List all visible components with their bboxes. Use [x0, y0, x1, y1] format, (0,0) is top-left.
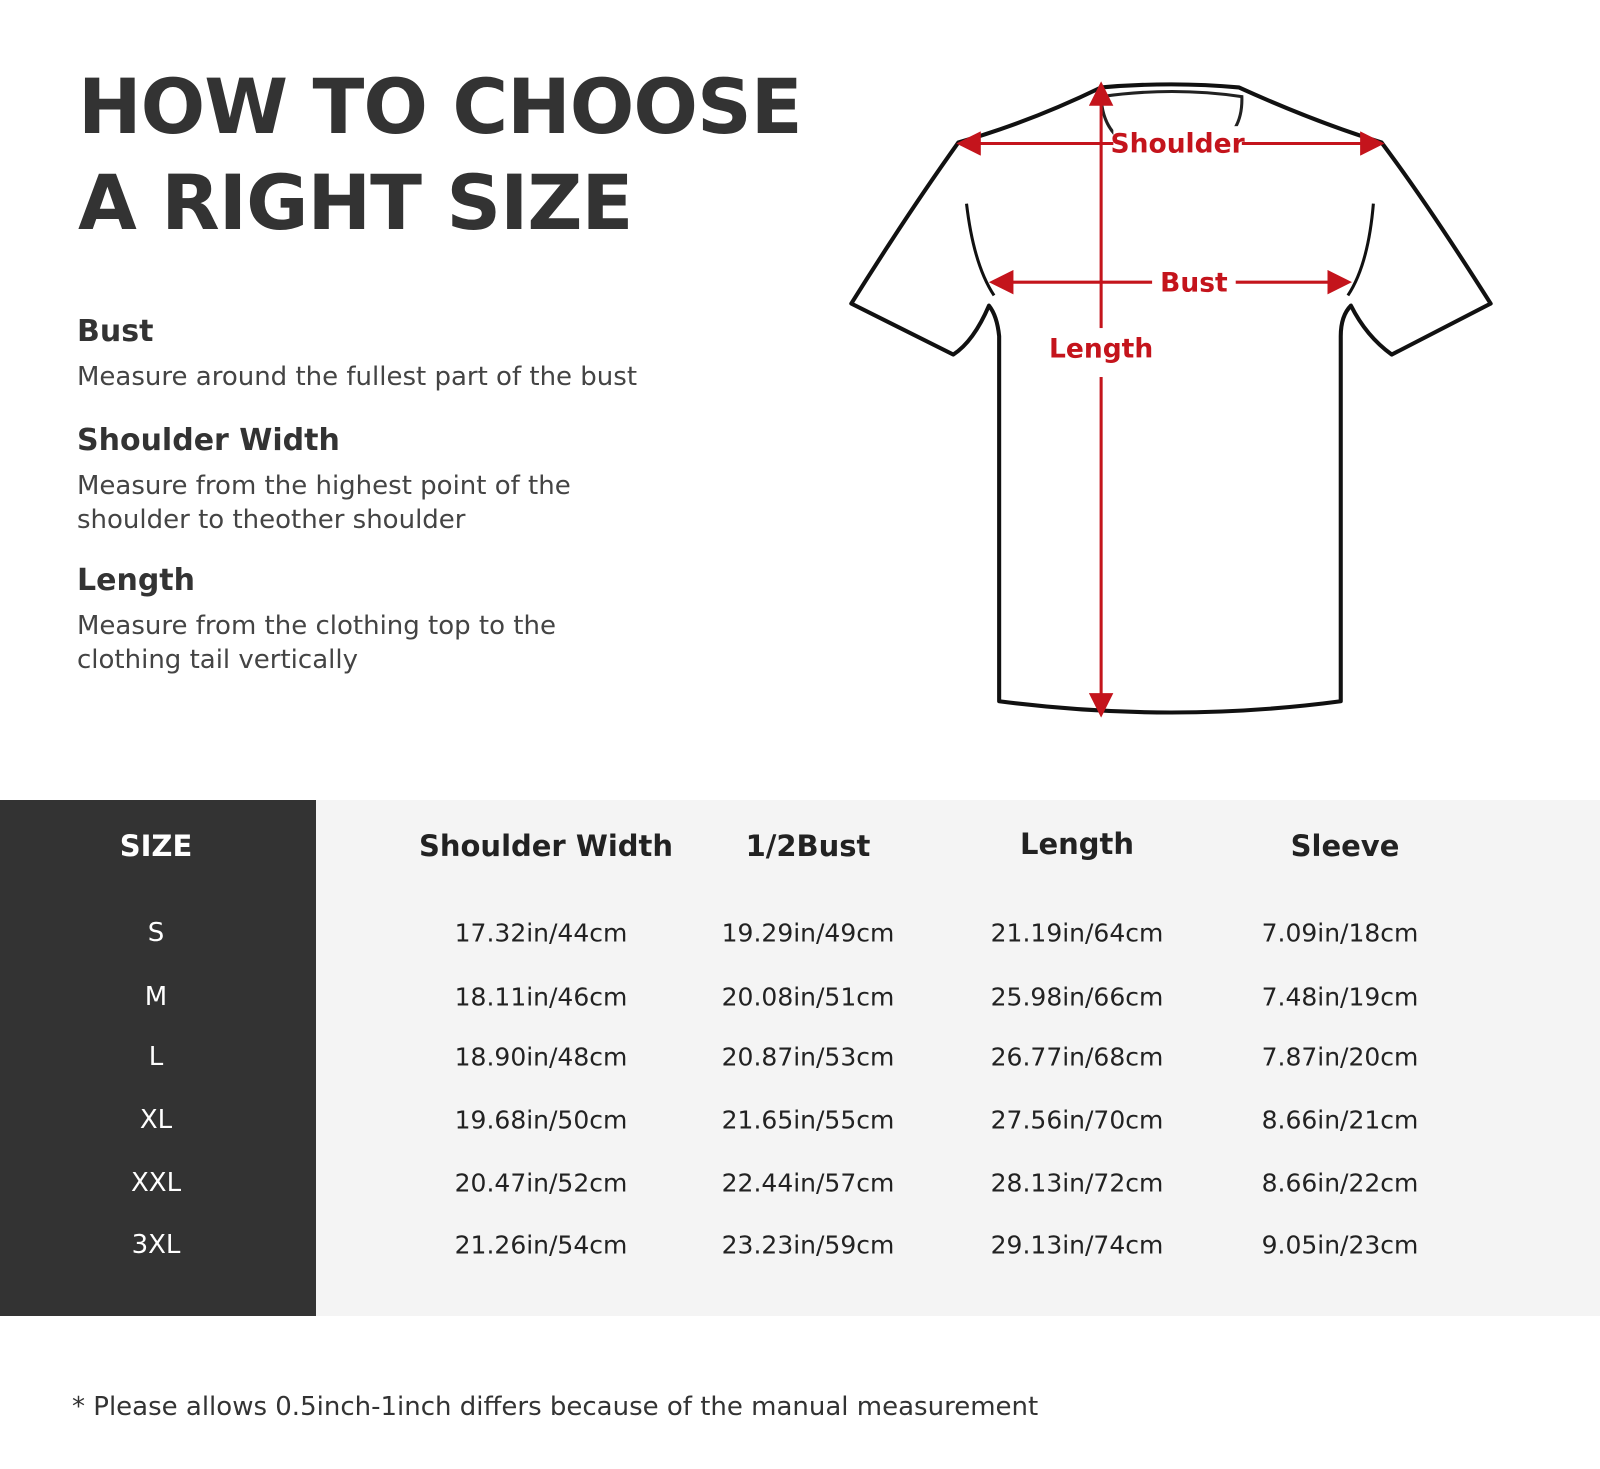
- cell-size: S: [147, 918, 165, 948]
- cell-sleeve: 7.48in/19cm: [1261, 982, 1419, 1012]
- footnote: * Please allows 0.5inch-1inch differs be…: [72, 1392, 1039, 1422]
- cell-sleeve: 8.66in/21cm: [1261, 1105, 1419, 1135]
- cell-sleeve: 7.09in/18cm: [1261, 918, 1419, 948]
- bust-heading: Bust: [77, 314, 154, 349]
- header-shoulder-width: Shoulder Width: [418, 829, 674, 863]
- cell-shoulder-width: 18.90in/48cm: [454, 1042, 628, 1072]
- cell-shoulder-width: 19.68in/50cm: [454, 1105, 628, 1135]
- cell-size: XL: [139, 1105, 173, 1135]
- cell-length: 21.19in/64cm: [990, 918, 1164, 948]
- cell-sleeve: 7.87in/20cm: [1261, 1042, 1419, 1072]
- header-sleeve: Sleeve: [1290, 829, 1400, 863]
- tshirt-outline: [849, 82, 1493, 715]
- cell-size: 3XL: [131, 1230, 181, 1260]
- length-description-1: Measure from the clothing top to the: [77, 611, 556, 641]
- cell-half-bust: 20.08in/51cm: [721, 982, 895, 1012]
- shoulder-description-2: shoulder to theother shoulder: [77, 505, 466, 535]
- cell-half-bust: 21.65in/55cm: [721, 1105, 895, 1135]
- cell-half-bust: 19.29in/49cm: [721, 918, 895, 948]
- cell-length: 25.98in/66cm: [990, 982, 1164, 1012]
- bust-description: Measure around the fullest part of the b…: [77, 362, 638, 392]
- bust-label: Bust: [1160, 267, 1228, 298]
- length-description-2: clothing tail vertically: [77, 645, 358, 675]
- cell-length: 29.13in/74cm: [990, 1230, 1164, 1260]
- header-size: SIZE: [119, 829, 193, 863]
- cell-shoulder-width: 17.32in/44cm: [454, 918, 628, 948]
- shoulder-heading: Shoulder Width: [77, 423, 340, 458]
- cell-half-bust: 22.44in/57cm: [721, 1168, 895, 1198]
- cell-half-bust: 20.87in/53cm: [721, 1042, 895, 1072]
- tshirt-diagram: Shoulder Bust Length: [849, 81, 1493, 718]
- shoulder-description-1: Measure from the highest point of the: [77, 471, 571, 501]
- header-half-bust: 1/2Bust: [745, 829, 871, 863]
- cell-shoulder-width: 18.11in/46cm: [454, 982, 628, 1012]
- shoulder-label: Shoulder: [1111, 129, 1245, 160]
- cell-sleeve: 8.66in/22cm: [1261, 1168, 1419, 1198]
- cell-length: 28.13in/72cm: [990, 1168, 1164, 1198]
- cell-half-bust: 23.23in/59cm: [721, 1230, 895, 1260]
- cell-sleeve: 9.05in/23cm: [1261, 1230, 1419, 1260]
- length-heading: Length: [77, 563, 195, 598]
- title-line-1: HOW TO CHOOSE: [78, 62, 803, 151]
- cell-length: 26.77in/68cm: [990, 1042, 1164, 1072]
- cell-size: M: [144, 982, 168, 1012]
- cell-length: 27.56in/70cm: [990, 1105, 1164, 1135]
- cell-shoulder-width: 20.47in/52cm: [454, 1168, 628, 1198]
- cell-size: L: [148, 1042, 164, 1072]
- header-length: Length: [1019, 827, 1135, 861]
- cell-shoulder-width: 21.26in/54cm: [454, 1230, 628, 1260]
- size-column: [0, 800, 316, 1316]
- title-line-2: A RIGHT SIZE: [78, 158, 633, 247]
- cell-size: XXL: [130, 1168, 182, 1198]
- length-label: Length: [1049, 334, 1153, 365]
